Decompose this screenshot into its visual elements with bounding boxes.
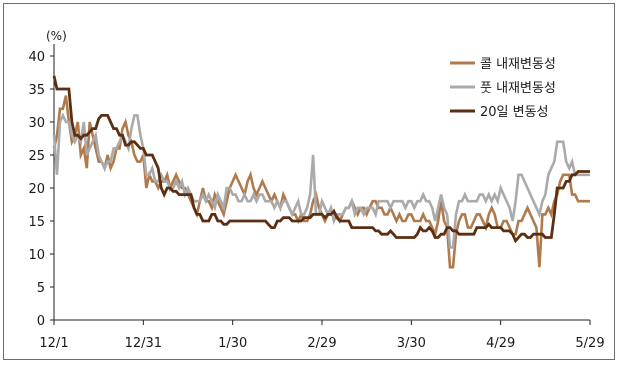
- y-tick-label: 0: [37, 314, 45, 329]
- x-tick-label: 12/31: [125, 336, 162, 351]
- legend-label-1: 콜 내재변동성: [480, 57, 556, 72]
- series-line-3: [52, 75, 590, 244]
- x-tick-label: 5/29: [575, 336, 604, 351]
- y-tick-label: 30: [28, 116, 45, 131]
- x-tick-label: 1/30: [218, 336, 247, 351]
- y-tick-label: 15: [28, 215, 45, 230]
- series-line-1: [52, 95, 590, 269]
- x-axis-ticks: 12/1 12/31 1/30 2/29 3/30 4/29 5/29: [39, 320, 605, 351]
- x-tick-label: 12/1: [39, 336, 68, 351]
- y-axis-ticks: 0 5 10 15 20 25 30 35 40: [28, 50, 54, 329]
- x-tick-label: 4/29: [486, 336, 515, 351]
- y-tick-label: 20: [28, 182, 45, 197]
- y-tick-label: 5: [37, 281, 45, 296]
- series-layer: [52, 75, 590, 269]
- y-tick-label: 35: [28, 83, 45, 98]
- x-tick-label: 2/29: [307, 336, 336, 351]
- x-tick-label: 3/30: [397, 336, 426, 351]
- y-unit-label: (%): [46, 29, 67, 43]
- chart-frame: [3, 3, 615, 360]
- legend-label-2: 풋 내재변동성: [480, 81, 556, 96]
- y-tick-label: 25: [28, 149, 45, 164]
- y-tick-label: 40: [28, 50, 45, 65]
- legend-label-3: 20일 변동성: [480, 105, 549, 120]
- y-tick-label: 10: [28, 248, 45, 263]
